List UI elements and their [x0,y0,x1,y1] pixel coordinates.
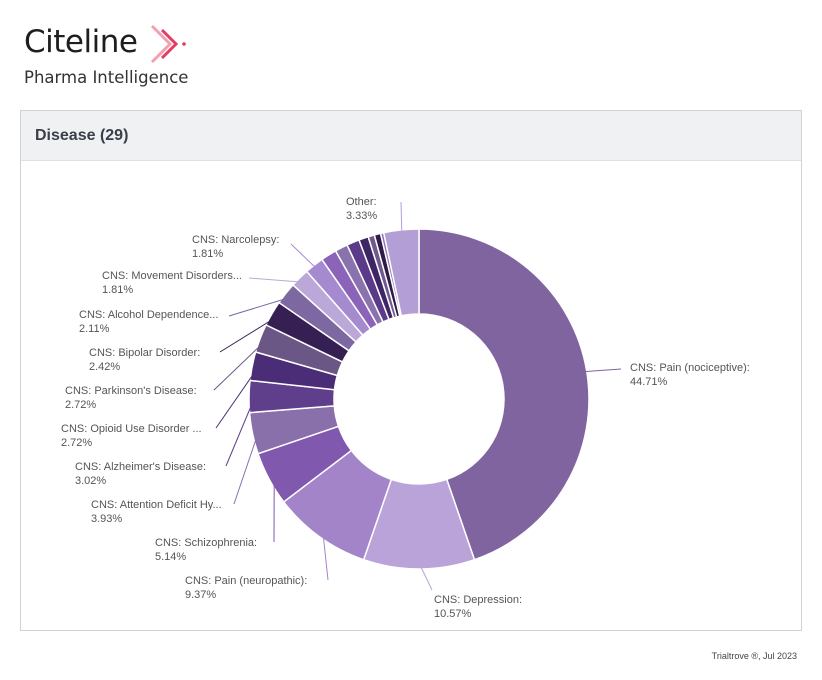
slice-value-label: 1.81% [102,284,133,296]
slice-value-label: 1.81% [192,248,223,260]
slice-label: CNS: Parkinson's Disease: [65,385,197,397]
leader-line [580,368,622,373]
slice-label: Other: [346,196,377,208]
disease-panel: Disease (29) CNS: Pain (nociceptive): 44.… [20,110,802,631]
slice-label: CNS: Pain (neuropathic): [185,575,307,587]
slice-label: CNS: Pain (nociceptive): [630,362,750,374]
slice-label: CNS: Alcohol Dependence... [79,309,218,321]
chevron-logo-icon [150,24,186,64]
slice-value-label: 2.11% [79,323,110,335]
panel-title: Disease (29) [21,111,801,161]
slice-value-label: 5.14% [155,551,186,563]
slice-label: CNS: Bipolar Disorder: [89,347,200,359]
leader-line [225,396,256,467]
brand-name: Citeline [24,24,138,60]
slice-value-label: 10.57% [434,608,472,620]
leader-line [219,316,278,353]
slice-label: CNS: Alzheimer's Disease: [75,461,206,473]
leader-line [228,296,291,317]
slice-value-label: 2.72% [65,399,96,411]
slice-value-label: 2.72% [61,437,92,449]
footer-source: Trialtrove ®, Jul 2023 [711,651,797,661]
leader-line [400,201,403,236]
slice-label: CNS: Schizophrenia: [155,537,257,549]
slice-value-label: 2.42% [89,361,120,373]
brand-tagline: Pharma Intelligence [24,68,189,87]
slice-label: CNS: Narcolepsy: [192,234,279,246]
leader-line [213,339,267,391]
leader-line [290,243,319,271]
slice-value-label: 3.93% [91,513,122,525]
slice-value-label: 3.02% [75,475,106,487]
brand-logo: Citeline Pharma Intelligence [24,24,188,87]
donut-slice[interactable] [382,228,420,317]
leader-line [248,277,304,283]
slice-value-label: 3.33% [346,210,377,222]
slice-label: CNS: Movement Disorders... [102,270,242,282]
slice-label: CNS: Opioid Use Disorder ... [61,423,202,435]
donut-slice[interactable] [418,228,590,561]
leader-line [215,366,259,429]
leader-line [322,531,329,581]
slice-value-label: 44.71% [630,376,668,388]
slice-label: CNS: Attention Deficit Hy... [91,499,222,511]
slice-value-label: 9.37% [185,589,216,601]
leader-line [233,432,259,505]
donut-chart: CNS: Pain (nociceptive): 44.71% CNS: Depre… [61,196,750,620]
slice-label: CNS: Depression: [434,594,522,606]
leader-line [418,562,433,591]
